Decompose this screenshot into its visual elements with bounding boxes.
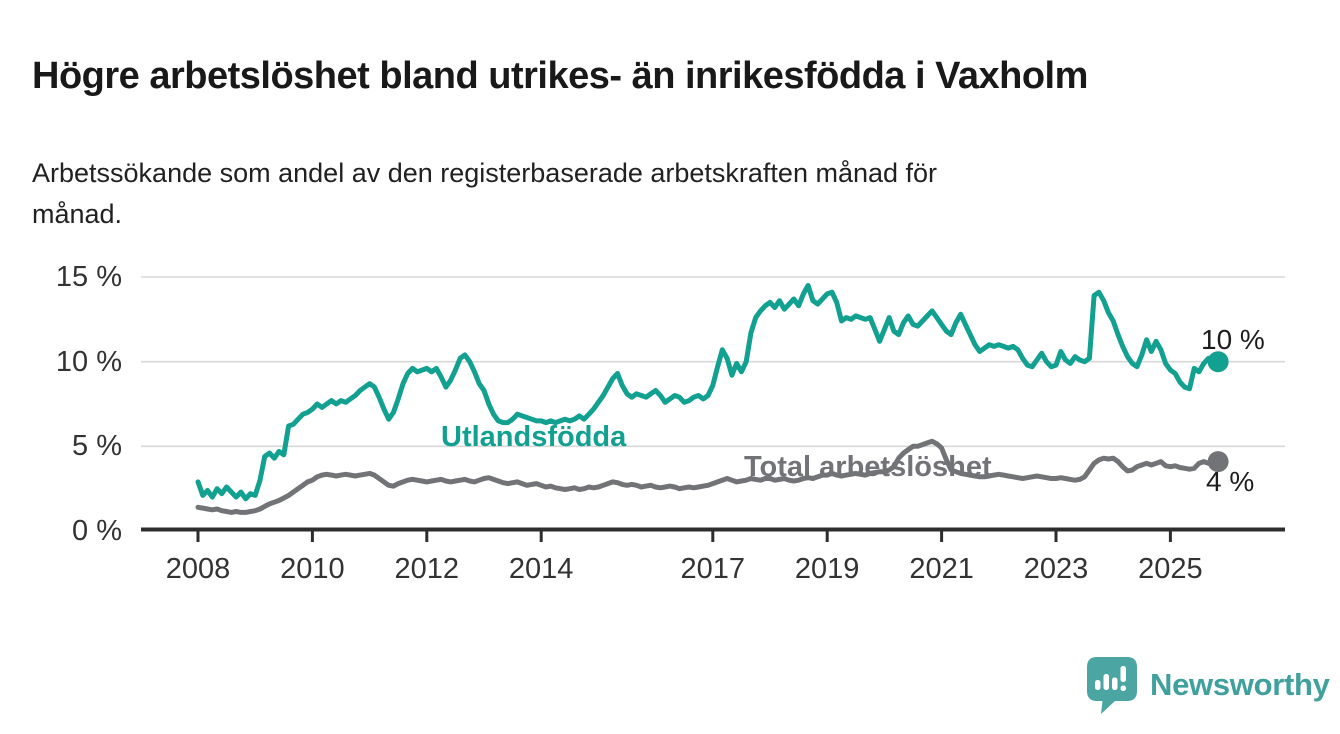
y-tick-label-15: 15 %	[55, 261, 122, 293]
y-tick-label-0: 0 %	[72, 515, 122, 547]
series-label-total-arbetsloshet: Total arbetslöshet	[744, 451, 992, 483]
chart-subtitle-line2: månad.	[32, 199, 123, 229]
chart-subtitle: Arbetssökande som andel av den registerb…	[32, 153, 1252, 235]
x-tick-label-2008: 2008	[165, 553, 231, 585]
brand-name: Newsworthy	[1150, 667, 1330, 702]
end-value-label-total: 4 %	[1206, 466, 1255, 497]
series-line-utlandsfodda	[195, 283, 1221, 502]
series-line-total	[195, 438, 1221, 515]
series-end-dot	[1207, 351, 1229, 373]
series-label-utlandsfodda: Utlandsfödda	[441, 421, 627, 453]
x-tick-label-2023: 2023	[1023, 553, 1089, 585]
x-tick-label-2019: 2019	[794, 553, 860, 585]
x-tick-label-2017: 2017	[680, 553, 746, 585]
x-tick-label-2014: 2014	[508, 553, 574, 585]
x-tick-label-2010: 2010	[280, 553, 345, 585]
x-tick-label-2012: 2012	[394, 553, 460, 585]
x-tick-label-2021: 2021	[909, 553, 974, 585]
chart-subtitle-line1: Arbetssökande som andel av den registerb…	[32, 158, 938, 188]
chart-title: Högre arbetslöshet bland utrikes- än inr…	[32, 55, 1088, 98]
series-end-dot	[1207, 451, 1229, 473]
y-tick-label-5: 5 %	[72, 430, 122, 463]
end-value-label-utlandsfodda: 10 %	[1201, 324, 1265, 355]
y-tick-label-10: 10 %	[55, 345, 122, 378]
brand-footer: Newsworthy	[1085, 655, 1330, 715]
newsworthy-logo-icon	[1087, 657, 1137, 714]
x-tick-label-2025: 2025	[1138, 553, 1203, 585]
